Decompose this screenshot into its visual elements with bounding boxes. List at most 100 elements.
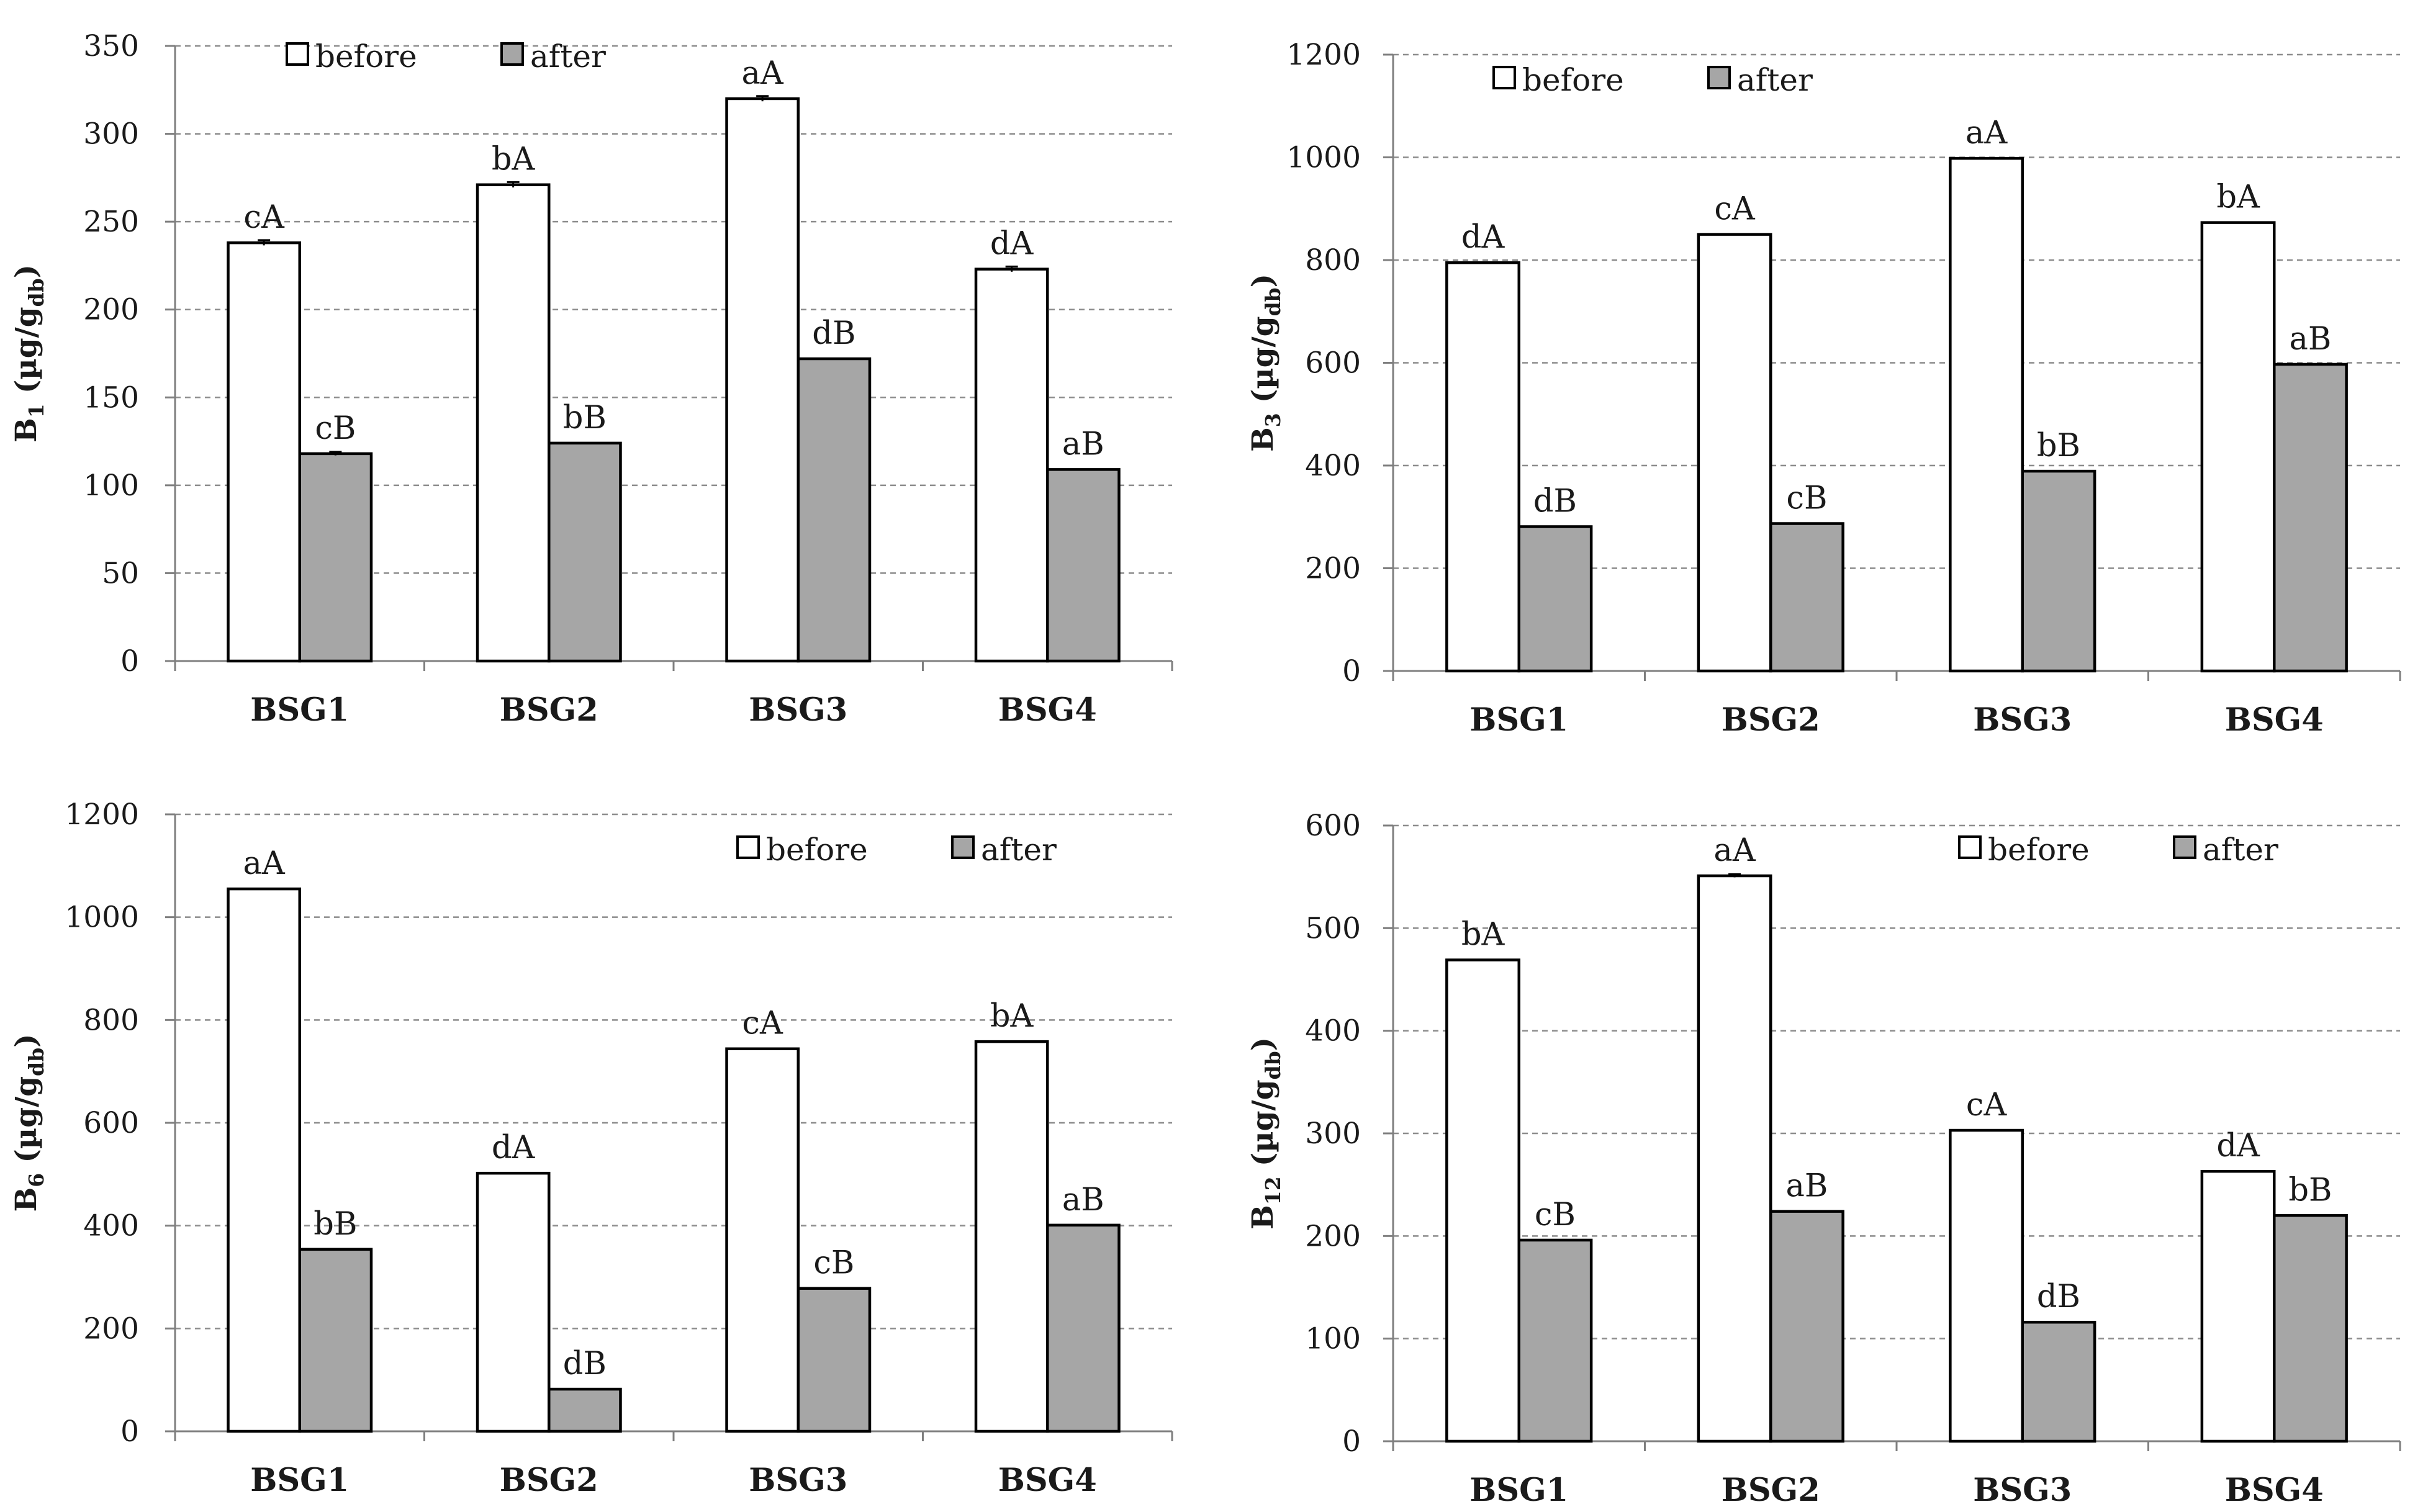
b1-legend-label-before: before xyxy=(315,38,417,74)
b12-bar-before-bsg4 xyxy=(2200,1169,2276,1443)
b3-bar-before-bsg1 xyxy=(1445,261,1521,673)
b12-y-axis-title-part: 12 xyxy=(1261,1176,1285,1205)
b12-bar-after-bsg2 xyxy=(1769,1210,1844,1443)
b6-y-axis-title-part: 6 xyxy=(24,1173,48,1187)
b1-data-label-before-bsg2: bA xyxy=(492,142,536,178)
b1-y-tick-label: 300 xyxy=(83,117,139,151)
b12-bar-after-bsg4 xyxy=(2273,1214,2348,1443)
b12-y-tick-label: 200 xyxy=(1305,1219,1361,1253)
b6-data-label-before-bsg1: aA xyxy=(243,845,286,882)
b1-category-label: BSG1 xyxy=(250,691,349,729)
b6-bar-after-bsg4 xyxy=(1046,1223,1121,1433)
b3-y-tick-label: 400 xyxy=(1305,449,1361,483)
b6-data-label-before-bsg4: bA xyxy=(990,998,1034,1035)
b6-y-axis-title: B6 (µg/gdb) xyxy=(9,1033,48,1212)
b1-y-tick-label: 250 xyxy=(83,205,139,239)
b3-y-tick-label: 1200 xyxy=(1286,38,1361,72)
b6-data-label-after-bsg2: dB xyxy=(563,1346,607,1382)
b6-bar-after-bsg1 xyxy=(298,1248,373,1433)
b12-y-axis-title-part: B xyxy=(1246,1205,1280,1230)
b12-category-label: BSG4 xyxy=(2225,1472,2324,1509)
b3-bar-before-bsg2 xyxy=(1697,233,1772,673)
b3-legend-swatch-before xyxy=(1492,66,1516,89)
b12-legend-label-before: before xyxy=(1988,832,2090,868)
b1-y-axis-title-part: B xyxy=(9,418,43,443)
b1-y-axis-title-part: ) xyxy=(9,264,43,278)
b6-y-axis-title-part: B xyxy=(9,1187,43,1212)
b12-data-label-after-bsg3: dB xyxy=(2037,1279,2080,1315)
b12-bar-before-bsg3 xyxy=(1949,1128,2024,1443)
b3-category-label: BSG2 xyxy=(1722,701,1820,739)
b6-category-label: BSG4 xyxy=(998,1462,1097,1499)
b1-data-label-before-bsg4: dA xyxy=(990,226,1034,263)
b6-legend-swatch-before xyxy=(736,835,760,859)
b6-legend-label-after: after xyxy=(981,832,1057,868)
b6-chart: 0 200 400 600 800 1000 1200 aA bB BSG1 dA dB BSG2 cA c… xyxy=(9,798,1173,1499)
b1-data-label-after-bsg2: bB xyxy=(563,400,607,436)
b1-y-axis-title-part: db xyxy=(24,278,48,307)
b3-data-label-before-bsg4: bA xyxy=(2216,179,2260,216)
b3-bar-after-bsg2 xyxy=(1769,522,1844,673)
b1-y-tick-label: 200 xyxy=(83,293,139,327)
b3-y-tick-label: 600 xyxy=(1305,346,1361,380)
b12-category-label: BSG2 xyxy=(1722,1472,1820,1509)
b12-chart: 0 100 200 300 400 500 600 bA cB BSG1 aA aB BSG2 cA dB B… xyxy=(1246,809,2401,1509)
b3-y-tick-label: 0 xyxy=(1342,654,1361,688)
b6-category-label: BSG3 xyxy=(749,1462,847,1499)
b6-data-label-after-bsg1: bB xyxy=(314,1206,357,1243)
b12-data-label-after-bsg1: cB xyxy=(1535,1197,1576,1233)
b3-bar-before-bsg4 xyxy=(2200,221,2276,673)
b12-y-tick-label: 500 xyxy=(1305,911,1361,945)
b1-legend-swatch-before xyxy=(286,42,309,66)
b3-y-axis-title-part: B xyxy=(1246,427,1280,452)
b3-data-label-before-bsg2: cA xyxy=(1714,191,1756,228)
b1-bar-after-bsg4 xyxy=(1046,468,1121,663)
b1-y-tick-label: 150 xyxy=(83,380,139,415)
b3-data-label-after-bsg4: aB xyxy=(2289,321,2331,358)
b3-bar-after-bsg1 xyxy=(1517,525,1593,673)
b6-data-label-before-bsg3: cA xyxy=(742,1006,783,1042)
b1-legend-label-after: after xyxy=(530,38,606,74)
b3-y-axis-title: B3 (µg/gdb) xyxy=(1246,274,1285,452)
b3-data-label-after-bsg2: cB xyxy=(1786,480,1827,517)
b6-data-label-after-bsg4: aB xyxy=(1062,1182,1104,1218)
b6-bar-before-bsg4 xyxy=(974,1040,1049,1433)
b1-y-tick-label: 350 xyxy=(83,29,139,63)
b3-y-axis-title-part: db xyxy=(1261,287,1285,316)
b3-y-axis-title-part: ) xyxy=(1246,274,1280,287)
b6-y-tick-label: 1200 xyxy=(65,798,139,832)
b1-y-tick-label: 100 xyxy=(83,469,139,503)
b1-y-axis-title-part: 1 xyxy=(24,403,48,418)
b1-bar-after-bsg3 xyxy=(797,357,872,663)
b12-y-tick-label: 0 xyxy=(1342,1424,1361,1459)
b6-bar-before-bsg2 xyxy=(476,1171,551,1433)
b3-bar-after-bsg4 xyxy=(2273,362,2348,673)
b12-bar-after-bsg1 xyxy=(1517,1238,1593,1443)
b1-bar-before-bsg2 xyxy=(476,183,551,663)
b12-data-label-before-bsg3: cA xyxy=(1966,1087,2008,1123)
b1-data-label-after-bsg3: dB xyxy=(812,315,855,352)
b1-y-axis-title: B1 (µg/gdb) xyxy=(9,264,48,443)
b6-category-label: BSG1 xyxy=(250,1462,349,1499)
b6-legend-swatch-after xyxy=(951,835,975,859)
b12-data-label-before-bsg2: aA xyxy=(1713,832,1756,869)
b1-chart: 0 50 100 150 200 250 300 350 cA cB BSG1 bA bB BSG2 aA d… xyxy=(9,29,1173,729)
b3-y-axis-title-part: (µg/g xyxy=(1246,316,1280,413)
b12-data-label-after-bsg2: aB xyxy=(1785,1168,1828,1205)
b3-category-label: BSG1 xyxy=(1469,701,1568,739)
b3-data-label-after-bsg3: bB xyxy=(2037,428,2080,464)
b12-y-axis-title-part: db xyxy=(1261,1051,1285,1079)
b12-data-label-before-bsg1: bA xyxy=(1461,917,1505,953)
b1-bar-after-bsg2 xyxy=(548,441,622,663)
b3-legend-label-after: after xyxy=(1737,62,1813,98)
b1-bar-before-bsg4 xyxy=(974,268,1049,663)
b1-data-label-before-bsg1: cA xyxy=(243,199,285,236)
b1-data-label-after-bsg4: aB xyxy=(1062,426,1104,462)
b1-legend-swatch-after xyxy=(500,42,524,66)
b12-legend-label-after: after xyxy=(2203,832,2278,868)
b12-y-axis-title-part: (µg/g xyxy=(1246,1079,1280,1176)
b3-legend-label-before: before xyxy=(1522,62,1624,98)
b12-y-axis-title: B12 (µg/gdb) xyxy=(1246,1037,1285,1230)
b6-legend-label-before: before xyxy=(766,832,868,868)
b6-bar-after-bsg2 xyxy=(548,1387,622,1433)
